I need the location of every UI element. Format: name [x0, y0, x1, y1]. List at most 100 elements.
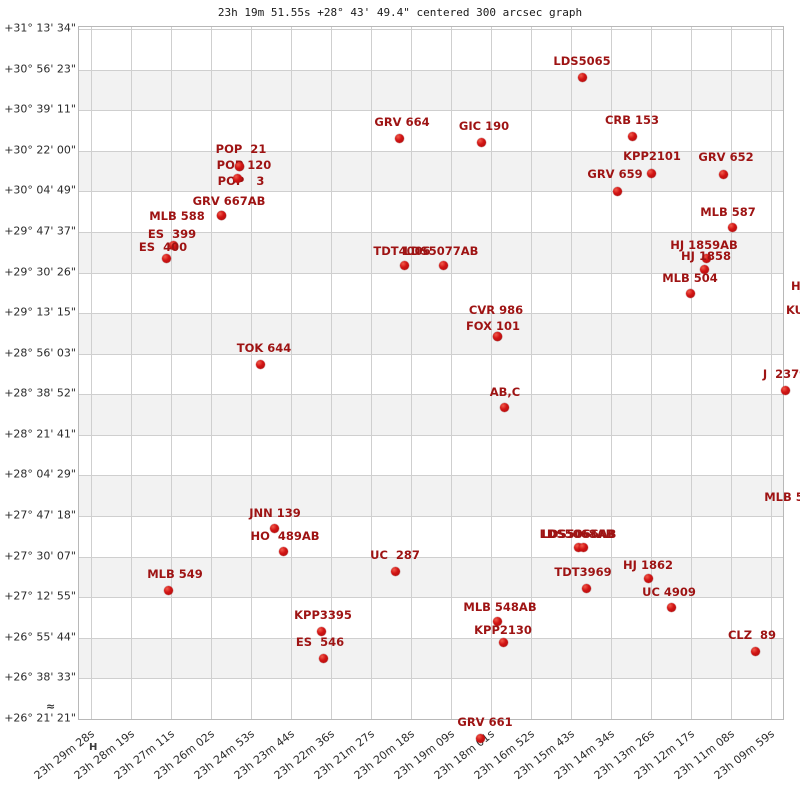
- star-marker[interactable]: [581, 583, 591, 593]
- star-marker[interactable]: [492, 616, 502, 626]
- gridline-horizontal: [79, 516, 783, 517]
- star-marker[interactable]: [168, 240, 178, 250]
- grid-band: [79, 475, 783, 516]
- y-axis-tick-label: +26° 21' 21": [4, 711, 76, 725]
- star-marker[interactable]: [318, 653, 328, 663]
- star-marker[interactable]: [612, 186, 622, 196]
- gridline-vertical: [171, 27, 172, 719]
- star-marker[interactable]: [685, 288, 695, 298]
- gridline-horizontal: [79, 29, 783, 30]
- gridline-vertical: [411, 27, 412, 719]
- star-marker[interactable]: [646, 168, 656, 178]
- gridline-horizontal: [79, 435, 783, 436]
- plot-area: [78, 26, 784, 720]
- gridline-horizontal: [79, 557, 783, 558]
- star-label: KU 137: [785, 303, 800, 317]
- star-marker[interactable]: [701, 253, 711, 263]
- grid-band: [79, 232, 783, 273]
- star-marker[interactable]: [232, 173, 242, 183]
- y-axis-tick-label: +29° 30' 26": [4, 265, 76, 279]
- gridline-vertical: [451, 27, 452, 719]
- y-axis-extra-marker: ≈: [46, 700, 56, 713]
- star-marker[interactable]: [718, 169, 728, 179]
- gridline-vertical: [131, 27, 132, 719]
- y-axis-tick-label: +29° 13' 15": [4, 305, 76, 319]
- chart-title: 23h 19m 51.55s +28° 43' 49.4" centered 3…: [217, 6, 583, 19]
- star-marker[interactable]: [492, 331, 502, 341]
- star-marker[interactable]: [163, 585, 173, 595]
- gridline-vertical: [491, 27, 492, 719]
- gridline-horizontal: [79, 354, 783, 355]
- grid-band: [79, 394, 783, 435]
- star-marker[interactable]: [699, 264, 709, 274]
- gridline-vertical: [731, 27, 732, 719]
- y-axis-tick-label: +30° 56' 23": [4, 62, 76, 76]
- grid-band: [79, 151, 783, 191]
- star-marker[interactable]: [476, 137, 486, 147]
- y-axis-tick-label: +29° 47' 37": [4, 224, 76, 238]
- gridline-horizontal: [79, 70, 783, 71]
- gridline-vertical: [531, 27, 532, 719]
- y-axis-tick-label: +28° 56' 03": [4, 346, 76, 360]
- star-marker[interactable]: [578, 542, 588, 552]
- star-marker[interactable]: [499, 402, 509, 412]
- y-axis-tick-label: +27° 12' 55": [4, 589, 76, 603]
- gridline-horizontal: [79, 719, 783, 720]
- gridline-horizontal: [79, 475, 783, 476]
- y-axis-tick-label: +27° 47' 18": [4, 508, 76, 522]
- gridline-vertical: [371, 27, 372, 719]
- y-axis-tick-label: +30° 04' 49": [4, 183, 76, 197]
- star-marker[interactable]: [627, 131, 637, 141]
- star-marker[interactable]: [498, 637, 508, 647]
- gridline-horizontal: [79, 191, 783, 192]
- star-marker[interactable]: [750, 646, 760, 656]
- star-marker[interactable]: [278, 546, 288, 556]
- gridline-horizontal: [79, 232, 783, 233]
- gridline-vertical: [691, 27, 692, 719]
- star-marker[interactable]: [390, 566, 400, 576]
- star-marker[interactable]: [438, 260, 448, 270]
- gridline-horizontal: [79, 313, 783, 314]
- star-label: HJ 1854: [791, 279, 800, 293]
- star-marker[interactable]: [666, 602, 676, 612]
- gridline-vertical: [91, 27, 92, 719]
- star-marker[interactable]: [573, 542, 583, 552]
- star-marker[interactable]: [727, 222, 737, 232]
- gridline-vertical: [771, 27, 772, 719]
- y-axis-tick-label: +26° 38' 33": [4, 670, 76, 684]
- star-marker[interactable]: [216, 210, 226, 220]
- star-marker[interactable]: [255, 359, 265, 369]
- gridline-horizontal: [79, 638, 783, 639]
- y-axis-tick-label: +28° 38' 52": [4, 386, 76, 400]
- gridline-horizontal: [79, 394, 783, 395]
- gridline-horizontal: [79, 273, 783, 274]
- y-axis-tick-label: +26° 55' 44": [4, 630, 76, 644]
- star-marker[interactable]: [475, 733, 485, 743]
- gridline-vertical: [211, 27, 212, 719]
- star-marker[interactable]: [316, 626, 326, 636]
- star-marker[interactable]: [161, 253, 171, 263]
- gridline-horizontal: [79, 597, 783, 598]
- y-axis-tick-label: +28° 04' 29": [4, 467, 76, 481]
- y-axis-tick-label: +30° 39' 11": [4, 102, 76, 116]
- grid-band: [79, 313, 783, 354]
- gridline-horizontal: [79, 110, 783, 111]
- y-axis-tick-label: +30° 22' 00": [4, 143, 76, 157]
- star-marker[interactable]: [234, 161, 244, 171]
- grid-band: [79, 638, 783, 678]
- x-axis-extra-marker: H: [89, 742, 98, 753]
- star-marker[interactable]: [394, 133, 404, 143]
- gridline-horizontal: [79, 678, 783, 679]
- gridline-vertical: [611, 27, 612, 719]
- star-marker[interactable]: [577, 72, 587, 82]
- y-axis-tick-label: +27° 30' 07": [4, 549, 76, 563]
- star-marker[interactable]: [399, 260, 409, 270]
- gridline-vertical: [251, 27, 252, 719]
- gridline-vertical: [331, 27, 332, 719]
- star-marker[interactable]: [269, 523, 279, 533]
- star-marker[interactable]: [780, 385, 790, 395]
- gridline-horizontal: [79, 151, 783, 152]
- star-marker[interactable]: [643, 573, 653, 583]
- y-axis-tick-label: +31° 13' 34": [4, 21, 76, 35]
